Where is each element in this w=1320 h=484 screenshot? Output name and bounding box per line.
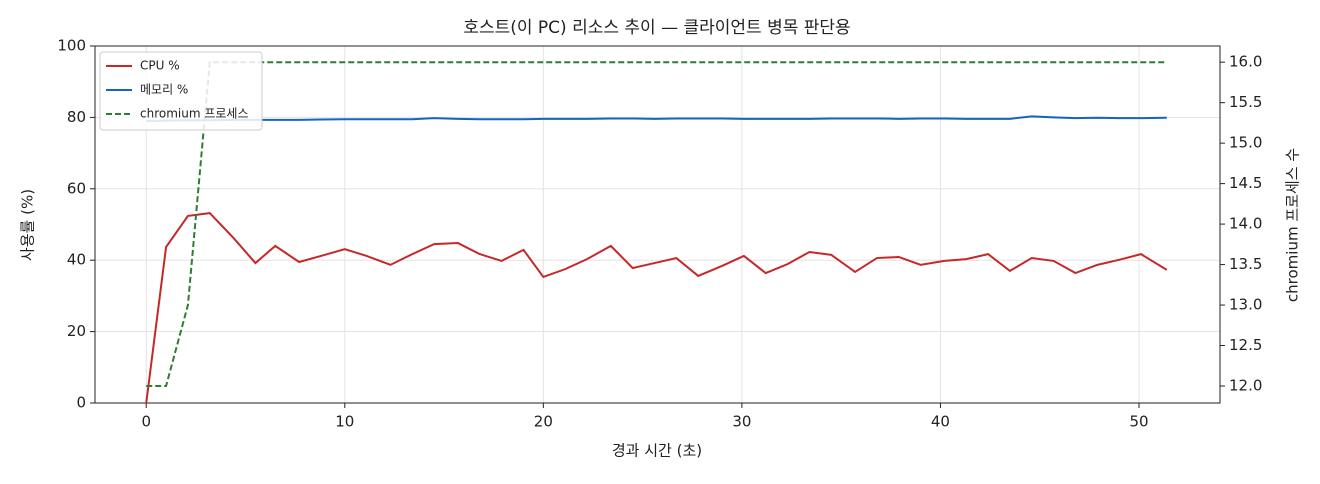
y2-tick-label: 12.0 [1229,377,1262,395]
legend-box [99,51,263,131]
legend-label: 메모리 % [140,83,188,97]
x-tick-label: 40 [931,413,950,431]
series-line [146,115,1167,122]
chart-title: 호스트(이 PC) 리소스 추이 — 클라이언트 병목 판단용 [463,18,850,38]
y2-tick-label: 15.5 [1229,93,1262,111]
legend-label: CPU % [140,59,180,73]
y-axis-label: 사용률 (%) [19,189,37,261]
y-tick-label: 100 [57,37,86,55]
x-tick-label: 30 [732,413,751,431]
y-tick-label: 20 [67,322,86,340]
x-tick-label: 50 [1129,413,1148,431]
y2-tick-label: 16.0 [1229,53,1262,71]
y2-tick-label: 13.5 [1229,255,1262,273]
y-tick-label: 0 [76,394,86,412]
x-axis-label: 경과 시간 (초) [612,442,702,460]
plot-frame [94,45,1221,404]
y2-tick-label: 14.5 [1229,174,1262,192]
legend-label: chromium 프로세스 [140,107,249,121]
y2-tick-label: 14.0 [1229,215,1262,233]
legend: CPU % 메모리 % chromium 프로세스 [99,51,263,131]
series-line [145,212,1168,404]
y2-tick-label: 15.0 [1229,134,1262,152]
y2-axis-label: chromium 프로세스 수 [1284,148,1302,302]
x-tick-label: 10 [335,413,354,431]
x-tick-label: 0 [141,413,151,431]
y-tick-label: 80 [67,108,86,126]
y-tick-label: 60 [67,179,86,197]
series-line [146,61,1167,387]
y-tick-label: 40 [67,251,86,269]
y2-tick-label: 13.0 [1229,296,1262,314]
y2-tick-label: 12.5 [1229,336,1262,354]
x-tick-label: 20 [534,413,553,431]
